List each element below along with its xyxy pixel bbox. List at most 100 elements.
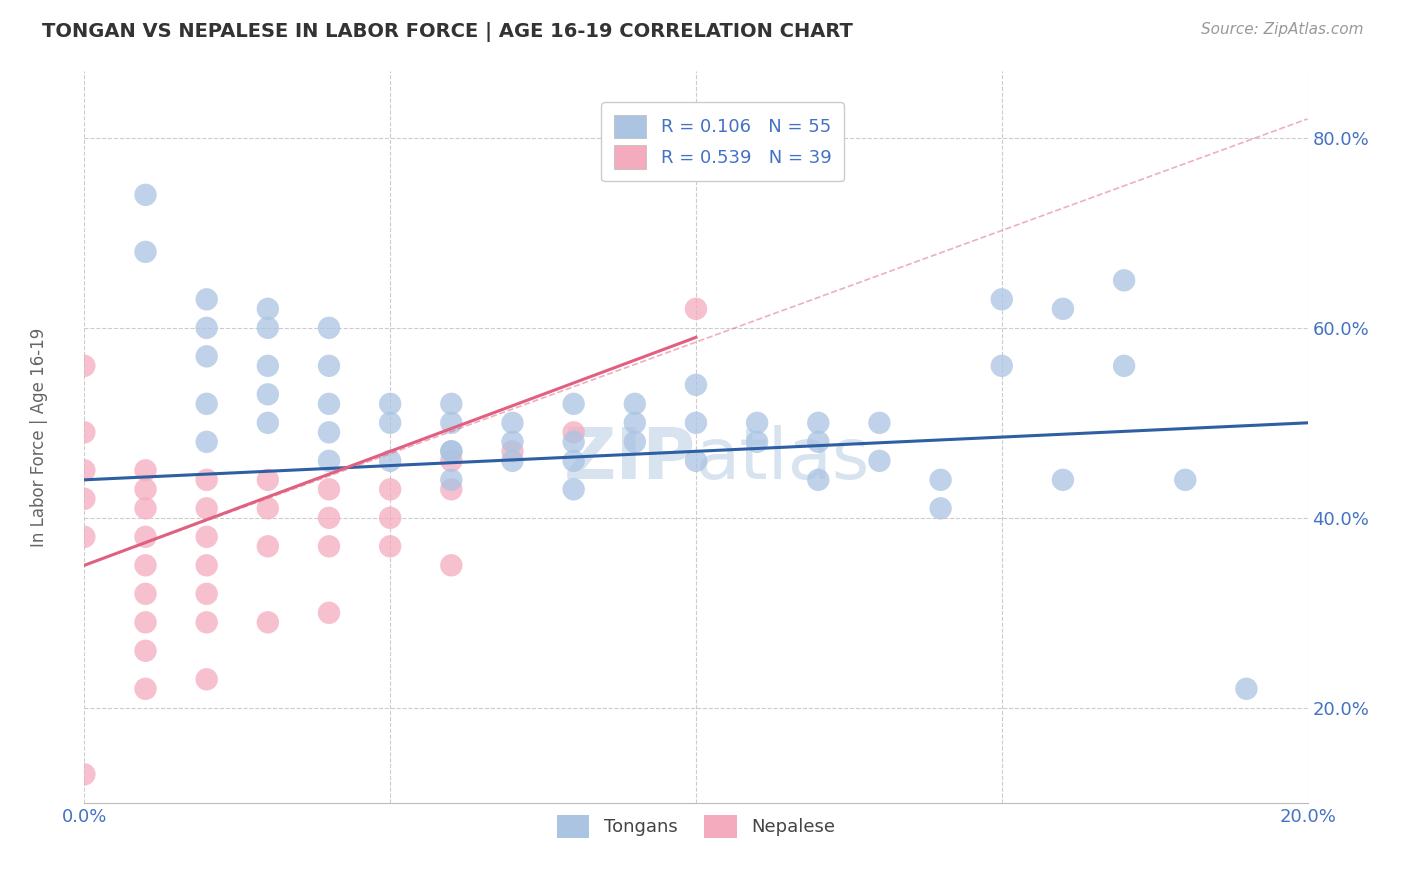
Point [502, 416, 524, 430]
Point [562, 397, 585, 411]
Text: TONGAN VS NEPALESE IN LABOR FORCE | AGE 16-19 CORRELATION CHART: TONGAN VS NEPALESE IN LABOR FORCE | AGE … [42, 22, 853, 42]
Point [869, 454, 891, 468]
Point [869, 416, 891, 430]
Point [257, 301, 280, 316]
Point [502, 444, 524, 458]
Y-axis label: In Labor Force | Age 16-19: In Labor Force | Age 16-19 [30, 327, 48, 547]
Point [195, 673, 218, 687]
Point [562, 454, 585, 468]
Point [73, 463, 96, 477]
Point [195, 558, 218, 573]
Point [135, 530, 157, 544]
Point [135, 587, 157, 601]
Point [380, 539, 402, 553]
Point [195, 473, 218, 487]
Point [73, 530, 96, 544]
Point [73, 491, 96, 506]
Point [1114, 273, 1136, 287]
Point [807, 434, 830, 449]
Point [440, 473, 463, 487]
Point [257, 387, 280, 401]
Point [929, 473, 952, 487]
Point [747, 416, 769, 430]
Point [135, 558, 157, 573]
Point [440, 483, 463, 497]
Point [257, 321, 280, 335]
Point [685, 301, 707, 316]
Point [685, 416, 707, 430]
Point [257, 501, 280, 516]
Point [440, 444, 463, 458]
Point [195, 501, 218, 516]
Point [1114, 359, 1136, 373]
Point [135, 501, 157, 516]
Point [747, 434, 769, 449]
Point [562, 434, 585, 449]
Point [1236, 681, 1258, 696]
Point [195, 587, 218, 601]
Point [318, 321, 340, 335]
Text: ZIP: ZIP [564, 425, 696, 493]
Point [257, 359, 280, 373]
Point [257, 473, 280, 487]
Point [685, 377, 707, 392]
Point [380, 511, 402, 525]
Point [195, 293, 218, 307]
Point [135, 187, 157, 202]
Point [318, 425, 340, 440]
Point [195, 615, 218, 630]
Point [624, 416, 647, 430]
Point [135, 463, 157, 477]
Point [502, 454, 524, 468]
Point [318, 454, 340, 468]
Point [135, 244, 157, 259]
Point [318, 359, 340, 373]
Point [440, 454, 463, 468]
Point [991, 293, 1014, 307]
Point [135, 644, 157, 658]
Point [73, 767, 96, 781]
Point [195, 349, 218, 363]
Point [135, 483, 157, 497]
Point [929, 501, 952, 516]
Point [195, 397, 218, 411]
Point [502, 434, 524, 449]
Point [440, 558, 463, 573]
Point [440, 397, 463, 411]
Text: atlas: atlas [696, 425, 870, 493]
Point [318, 606, 340, 620]
Point [562, 483, 585, 497]
Point [257, 615, 280, 630]
Point [380, 454, 402, 468]
Point [318, 397, 340, 411]
Point [195, 434, 218, 449]
Point [807, 473, 830, 487]
Point [1052, 301, 1074, 316]
Point [318, 539, 340, 553]
Point [318, 511, 340, 525]
Point [380, 416, 402, 430]
Point [135, 615, 157, 630]
Point [991, 359, 1014, 373]
Text: Source: ZipAtlas.com: Source: ZipAtlas.com [1201, 22, 1364, 37]
Point [135, 681, 157, 696]
Point [257, 416, 280, 430]
Point [195, 321, 218, 335]
Point [1052, 473, 1074, 487]
Point [440, 416, 463, 430]
Point [257, 539, 280, 553]
Point [318, 483, 340, 497]
Point [624, 434, 647, 449]
Point [380, 483, 402, 497]
Point [440, 444, 463, 458]
Point [380, 397, 402, 411]
Legend: Tongans, Nepalese: Tongans, Nepalese [550, 807, 842, 845]
Point [195, 530, 218, 544]
Point [1174, 473, 1197, 487]
Point [73, 359, 96, 373]
Point [807, 416, 830, 430]
Point [624, 397, 647, 411]
Point [562, 425, 585, 440]
Point [685, 454, 707, 468]
Point [73, 425, 96, 440]
